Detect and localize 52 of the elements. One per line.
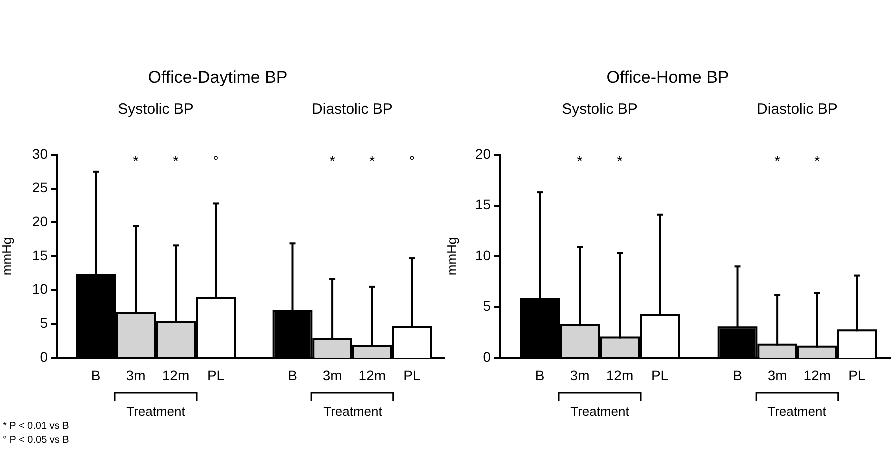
y-tick-label: 20 — [32, 214, 48, 230]
chart-title: Systolic BP — [562, 101, 638, 118]
x-tick-label: PL — [404, 367, 421, 384]
text: * P < 0.01 vs B — [3, 421, 70, 432]
y-tick-label: 0 — [483, 348, 492, 365]
text: Office-Daytime BP — [148, 68, 288, 88]
text: Treatment — [324, 404, 382, 420]
text: Office-Home BP — [606, 68, 730, 88]
annotation: ° — [409, 152, 415, 169]
annotation: * — [330, 152, 336, 169]
annotation: * — [814, 152, 821, 169]
x-tick-label: B — [733, 367, 742, 384]
y-tick-label: 5 — [40, 315, 48, 332]
x-tick-label: 12m — [606, 367, 634, 384]
x-tick-label: 3m — [570, 367, 590, 384]
annotation: * — [133, 152, 140, 169]
annotation: * — [577, 152, 584, 169]
text: Treatment — [126, 404, 186, 420]
y-tick-label: 15 — [32, 247, 48, 264]
x-tick-label: 3m — [322, 367, 342, 384]
x-tick-label: 3m — [126, 367, 146, 384]
x-tick-label: PL — [848, 367, 866, 384]
chart-title: Systolic BP — [118, 101, 194, 118]
x-tick-label: PL — [207, 367, 225, 384]
y-tick-label: 25 — [32, 180, 48, 196]
x-tick-label: 12m — [804, 367, 831, 384]
text: Treatment — [570, 404, 630, 420]
y-tick-label: 20 — [475, 146, 492, 162]
annotation: * — [774, 152, 781, 169]
y-axis-title: mmHg — [0, 237, 14, 276]
y-tick-label: 10 — [475, 247, 492, 264]
x-tick-label: 3m — [768, 367, 788, 384]
y-tick-label: 5 — [483, 298, 492, 314]
annotation: * — [370, 152, 376, 169]
y-tick-label: 30 — [32, 146, 48, 162]
text: Treatment — [768, 404, 826, 420]
chart-title: Diastolic BP — [757, 101, 838, 118]
y-tick-label: 10 — [32, 281, 48, 298]
annotation: * — [173, 152, 180, 169]
chart-title: Diastolic BP — [312, 101, 393, 118]
x-tick-label: 12m — [162, 367, 190, 384]
x-tick-label: B — [91, 367, 101, 384]
y-tick-label: 0 — [40, 348, 48, 365]
x-tick-label: B — [535, 367, 545, 384]
text: ° P < 0.05 vs B — [3, 435, 70, 446]
annotation: ° — [213, 152, 219, 169]
y-tick-label: 15 — [475, 196, 492, 213]
x-tick-label: B — [288, 367, 298, 384]
annotation: * — [617, 152, 624, 169]
y-axis-title: mmHg — [444, 237, 460, 276]
x-tick-label: 12m — [358, 367, 386, 384]
x-tick-label: PL — [651, 367, 669, 384]
